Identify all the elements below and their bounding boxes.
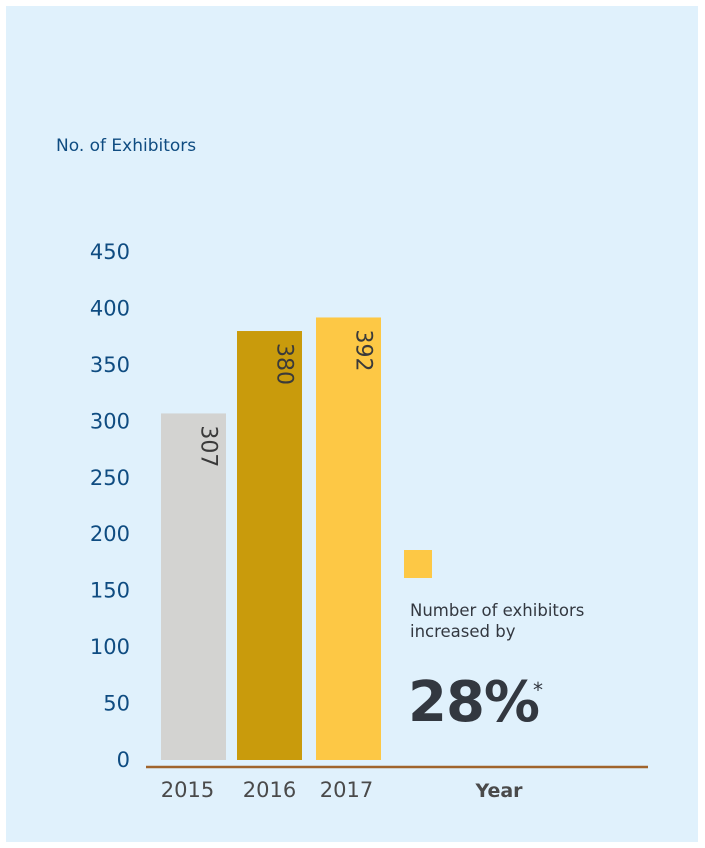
legend-swatch <box>404 550 432 578</box>
chart-panel: 0 50 100 150 200 250 300 350 400 450 307 380 392 2015… <box>6 6 698 842</box>
bar-2017 <box>316 317 381 760</box>
x-tick-label: 2016 <box>243 778 296 802</box>
y-tick-label: 100 <box>90 635 130 659</box>
x-axis-title: Year <box>474 780 523 802</box>
annotation-text: Number of exhibitors increased by <box>410 601 585 641</box>
bar-2015 <box>161 413 226 760</box>
y-tick-label: 250 <box>90 466 130 490</box>
y-tick-label: 400 <box>90 296 130 320</box>
y-tick-label: 200 <box>90 522 130 546</box>
bar-value-label: 392 <box>351 329 376 371</box>
bar-value-label: 307 <box>196 425 221 467</box>
y-tick-label: 150 <box>90 579 130 603</box>
x-tick-label: 2017 <box>320 778 373 802</box>
y-tick-label: 50 <box>103 692 130 716</box>
y-axis-title: No. of Exhibitors <box>56 136 197 156</box>
y-tick-label: 300 <box>90 409 130 433</box>
y-tick-label: 350 <box>90 353 130 377</box>
x-tick-label: 2015 <box>161 778 214 802</box>
y-tick-label: 450 <box>90 240 130 264</box>
bar-value-label: 380 <box>272 343 297 385</box>
bar-2016 <box>237 331 302 760</box>
y-tick-label: 0 <box>117 748 130 772</box>
percentage-value: 28% <box>408 670 540 735</box>
footnote-marker: * <box>533 678 543 702</box>
bar-chart: 0 50 100 150 200 250 300 350 400 450 307 380 392 2015… <box>90 240 648 802</box>
